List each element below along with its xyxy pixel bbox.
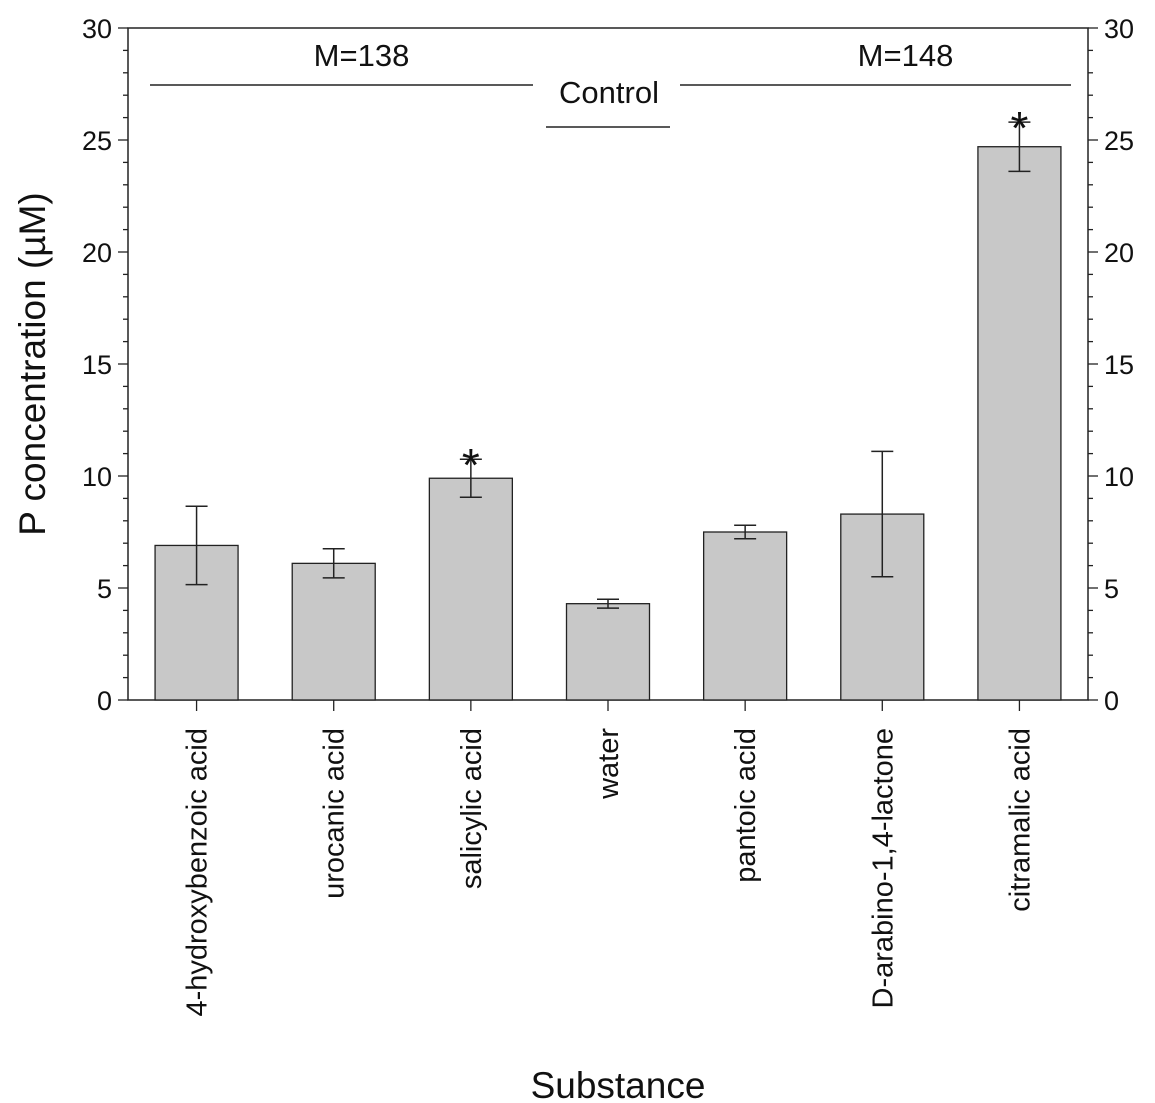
group-label: M=148 <box>858 38 954 73</box>
group-label: Control <box>559 75 659 110</box>
significance-star: * <box>1010 102 1028 154</box>
y-tick-label-right: 25 <box>1104 126 1134 156</box>
group-annotations: M=138 Control M=148 <box>150 38 1071 128</box>
group-label: M=138 <box>314 38 410 73</box>
y-tick-label-left: 20 <box>82 238 112 268</box>
x-tick-label: D-arabino-1,4-lactone <box>867 728 899 1008</box>
significance-markers: ** <box>462 102 1029 491</box>
bars <box>154 146 1062 701</box>
y-axis-right: 0 5 10 15 20 25 30 <box>1088 14 1134 716</box>
y-axis-left: 0 5 10 15 20 25 30 <box>82 14 128 716</box>
bar <box>428 477 514 701</box>
y-tick-label-right: 5 <box>1104 574 1119 604</box>
x-tick-label: citramalic acid <box>1004 728 1036 912</box>
x-tick-label: water <box>593 728 625 800</box>
y-tick-label-left: 30 <box>82 14 112 44</box>
y-tick-label-right: 30 <box>1104 14 1134 44</box>
x-tick-label: 4-hydroxybenzoic acid <box>182 728 214 1017</box>
y-tick-label-left: 15 <box>82 350 112 380</box>
x-tick-label: urocanic acid <box>319 728 351 899</box>
bar <box>977 146 1062 701</box>
x-axis: 4-hydroxybenzoic acid urocanic acid salicy… <box>182 700 1036 1017</box>
x-tick-label: salicylic acid <box>456 728 488 889</box>
y-tick-label-left: 5 <box>97 574 112 604</box>
y-tick-label-left: 25 <box>82 126 112 156</box>
significance-star: * <box>462 439 480 491</box>
bar <box>291 562 376 701</box>
y-tick-label-right: 10 <box>1104 462 1134 492</box>
error-bars <box>185 121 1031 609</box>
y-axis-title: P concentration (µM) <box>12 192 53 536</box>
bar <box>565 603 651 701</box>
x-axis-title: Substance <box>531 1065 706 1103</box>
y-tick-label-right: 0 <box>1104 686 1119 716</box>
y-tick-label-left: 10 <box>82 462 112 492</box>
x-tick-label: pantoic acid <box>730 728 762 883</box>
y-tick-label-right: 20 <box>1104 238 1134 268</box>
y-tick-label-right: 15 <box>1104 350 1134 380</box>
bar <box>702 531 788 701</box>
y-tick-label-left: 0 <box>97 686 112 716</box>
